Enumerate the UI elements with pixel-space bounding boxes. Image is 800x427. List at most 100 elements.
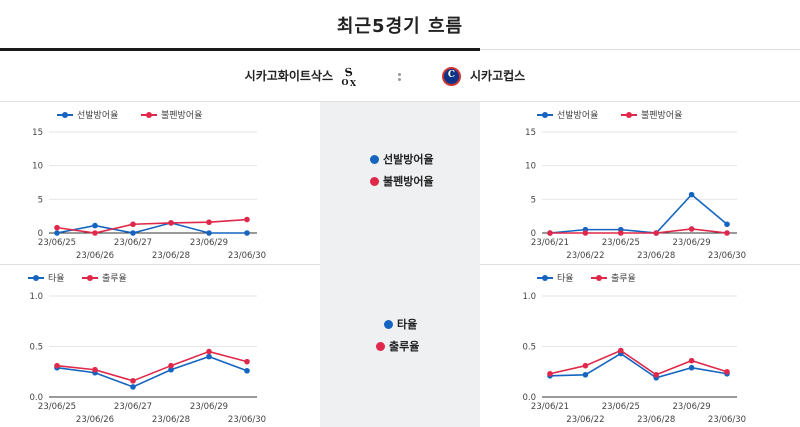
x-tick-label: 23/06/26 — [76, 251, 114, 261]
x-tick-label: 23/06/28 — [637, 251, 675, 261]
data-point[interactable] — [724, 230, 730, 236]
red-dot-icon — [376, 341, 385, 351]
legend-swatch-dot — [146, 112, 152, 118]
x-tick-label: 23/06/27 — [114, 238, 152, 248]
y-tick-label: 15 — [32, 128, 43, 138]
x-tick-label: 23/06/29 — [190, 238, 228, 248]
data-point[interactable] — [582, 371, 589, 378]
legend-label: 타율 — [557, 273, 574, 284]
center-panel — [320, 102, 480, 427]
legend-label: 출루율 — [102, 273, 127, 284]
legend-item: 불펜방어율 — [320, 170, 480, 192]
data-point[interactable] — [206, 219, 212, 226]
legend-label: 선발방어율 — [557, 110, 598, 121]
page-title: 최근5경기 흐름 — [336, 16, 464, 37]
data-point[interactable] — [724, 221, 730, 228]
line-chart: 타율 출루율 1.0 0.5 0.023/06/21 23/06/22 23/06/25 23… — [522, 273, 746, 425]
y-tick-label: 1.0 — [522, 292, 536, 302]
data-point[interactable] — [724, 368, 730, 375]
x-tick-label: 23/06/21 — [531, 402, 569, 412]
data-point[interactable] — [244, 367, 250, 374]
legend-swatch-dot — [626, 112, 632, 118]
x-tick-label: 23/06/28 — [152, 251, 190, 261]
y-tick-label: 0.5 — [29, 343, 43, 353]
y-tick-label: 10 — [32, 162, 43, 172]
data-point[interactable] — [130, 384, 136, 390]
x-tick-label: 23/06/30 — [708, 415, 746, 425]
x-tick-label: 23/06/28 — [637, 415, 675, 425]
data-point[interactable] — [688, 226, 695, 232]
y-tick-label: 15 — [525, 128, 536, 138]
title-underline-light — [480, 49, 800, 50]
home-batting-chart: 타율 출루율 1.0 0.5 0.0 23/06/21 23/06/22 23/06/25 23… — [490, 266, 790, 426]
line-chart: 선발방어율 불펜방어율 15 10 5 023/06/2523/06/2623/06/27… — [32, 110, 266, 261]
teams-row: 시카고화이트삭스 S O X C 시카고컵스 — [0, 51, 800, 101]
white-sox-logo-icon: S O X — [342, 66, 357, 88]
data-point[interactable] — [618, 347, 624, 354]
data-point[interactable] — [168, 362, 174, 369]
series-line — [549, 349, 728, 376]
y-tick-label: 0 — [38, 229, 43, 239]
legend-label: 불펜방어율 — [161, 110, 202, 121]
data-point[interactable] — [168, 220, 174, 226]
data-point[interactable] — [54, 224, 60, 231]
legend-item: 출루율 — [320, 335, 480, 357]
x-tick-label: 23/06/26 — [76, 415, 114, 425]
home-pitching-chart: 선발방어율 불펜방어율 15 10 5 0 23/06/21 23/06/22 23/06/25… — [490, 103, 790, 263]
line-chart: 타율 출루율1.00.50.023/06/2523/06/2623/06/2723… — [28, 273, 266, 425]
legend-label: 선발방어율 — [77, 110, 118, 121]
y-tick-label: 0.0 — [522, 393, 536, 403]
data-point[interactable] — [54, 362, 60, 369]
y-tick-label: 5 — [38, 195, 43, 205]
data-point[interactable] — [244, 230, 250, 236]
series-line — [549, 352, 728, 379]
data-point[interactable] — [618, 230, 624, 236]
x-tick-label: 23/06/27 — [114, 402, 152, 412]
data-point[interactable] — [244, 358, 250, 365]
line-chart: 선발방어율 불펜방어율 15 10 5 023/06/21 23/06/22 23/06/25… — [525, 110, 746, 261]
data-point[interactable] — [547, 370, 553, 377]
x-tick-label: 23/06/30 — [228, 251, 266, 261]
data-point[interactable] — [582, 230, 589, 236]
legend-label: 출루율 — [611, 273, 636, 284]
legend-swatch-dot — [62, 112, 68, 118]
x-tick-label: 23/06/25 — [38, 402, 76, 412]
x-tick-label: 23/06/28 — [152, 415, 190, 425]
x-tick-label: 23/06/22 — [566, 415, 604, 425]
data-point[interactable] — [130, 221, 136, 228]
data-point[interactable] — [547, 230, 553, 236]
data-point[interactable] — [130, 230, 136, 236]
data-point[interactable] — [130, 378, 136, 384]
svg-text:S: S — [344, 66, 354, 80]
data-point[interactable] — [92, 230, 98, 236]
data-point[interactable] — [244, 216, 250, 223]
away-batting-chart: 타율 출루율 1.0 0.5 0.0 23/06/25 23/06/26 23/06/27 23… — [0, 266, 300, 426]
x-tick-label: 23/06/21 — [531, 238, 569, 248]
series-line — [56, 350, 248, 382]
data-point[interactable] — [688, 357, 695, 364]
vs-separator-icon — [396, 71, 402, 85]
legend-label: 불펜방어율 — [641, 110, 682, 121]
y-tick-label: 1.0 — [29, 292, 43, 302]
data-point[interactable] — [582, 362, 589, 369]
data-point[interactable] — [688, 364, 695, 371]
data-point[interactable] — [688, 191, 695, 198]
data-point[interactable] — [653, 230, 659, 236]
data-point[interactable] — [206, 230, 212, 236]
legend-swatch-dot — [542, 275, 548, 281]
x-tick-label: 23/06/25 — [602, 238, 640, 248]
series-line — [550, 228, 728, 234]
series-line — [56, 218, 248, 234]
y-tick-label: 0.0 — [29, 393, 43, 403]
data-point[interactable] — [206, 348, 212, 355]
data-point[interactable] — [653, 371, 659, 378]
data-point[interactable] — [54, 230, 60, 236]
data-point[interactable] — [92, 222, 98, 229]
y-tick-label: 10 — [525, 162, 536, 172]
legend-swatch-dot — [542, 112, 548, 118]
data-point[interactable] — [92, 366, 98, 373]
home-team-name: 시카고컵스 — [470, 69, 526, 83]
data-point[interactable] — [206, 353, 212, 360]
legend-swatch-dot — [33, 275, 39, 281]
data-point[interactable] — [168, 366, 174, 373]
